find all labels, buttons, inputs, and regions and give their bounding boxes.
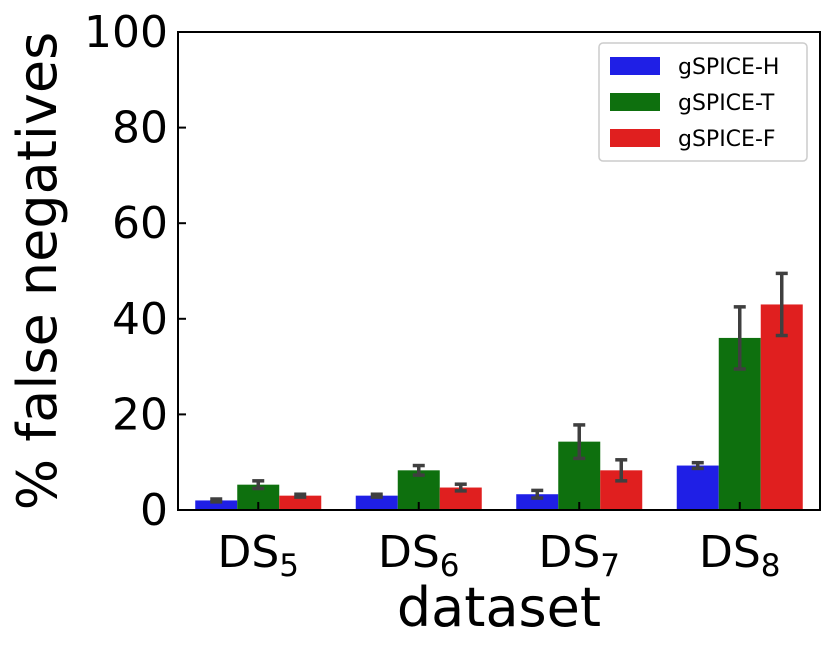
x-tick-label: DS5 — [217, 527, 299, 584]
error-bar — [733, 305, 746, 371]
plot-area — [195, 271, 803, 510]
x-tick-label-subscript: 5 — [279, 548, 299, 584]
x-tick-label: DS8 — [699, 527, 781, 584]
x-tick-label-subscript: 8 — [761, 548, 781, 584]
legend-swatch — [610, 57, 660, 75]
bar-gSPICE-H-3 — [676, 465, 719, 510]
legend-label: gSPICE-H — [678, 55, 779, 80]
error-bar — [691, 460, 704, 471]
error-bar — [252, 479, 265, 491]
x-tick-label-base: DS — [378, 527, 440, 578]
x-tick-label-subscript: 6 — [440, 548, 460, 584]
legend: gSPICE-H gSPICE-T gSPICE-F — [598, 42, 808, 162]
error-bar — [210, 497, 223, 504]
legend-label: gSPICE-T — [678, 91, 775, 116]
x-tick-label-subscript: 7 — [600, 548, 620, 584]
x-tick-label: DS6 — [378, 527, 460, 584]
bar-gSPICE-H-0 — [195, 500, 238, 510]
y-tick-label: 80 — [112, 103, 168, 154]
x-tick-label-base: DS — [217, 527, 279, 578]
error-bar — [454, 482, 467, 493]
error-bar — [615, 458, 628, 483]
error-bar — [412, 463, 425, 477]
bar-gSPICE-H-2 — [516, 494, 559, 510]
error-bar — [573, 423, 586, 461]
bar-gSPICE-F-1 — [439, 487, 482, 510]
error-bar — [531, 488, 544, 500]
legend-label: gSPICE-F — [678, 127, 776, 152]
axes-frame — [177, 31, 821, 511]
error-bar — [370, 492, 383, 499]
y-tick-label: 60 — [112, 198, 168, 249]
legend-swatch — [610, 93, 660, 111]
y-tick-label: 20 — [112, 389, 168, 440]
bar-gSPICE-H-1 — [355, 495, 398, 510]
y-tick-label: 100 — [84, 7, 168, 58]
bar-gSPICE-F-0 — [279, 495, 322, 510]
x-tick-label-base: DS — [699, 527, 761, 578]
y-axis-title: % false negatives — [6, 32, 69, 510]
x-tick-label-base: DS — [538, 527, 600, 578]
x-tick-label: DS7 — [538, 527, 620, 584]
error-bar — [294, 492, 307, 499]
legend-swatch — [610, 129, 660, 147]
y-tick-label: 40 — [112, 294, 168, 345]
error-bar — [775, 271, 788, 338]
x-axis-title: dataset — [397, 576, 601, 639]
y-tick-label: 0 — [140, 485, 168, 536]
bar-gSPICE-F-3 — [760, 304, 803, 510]
